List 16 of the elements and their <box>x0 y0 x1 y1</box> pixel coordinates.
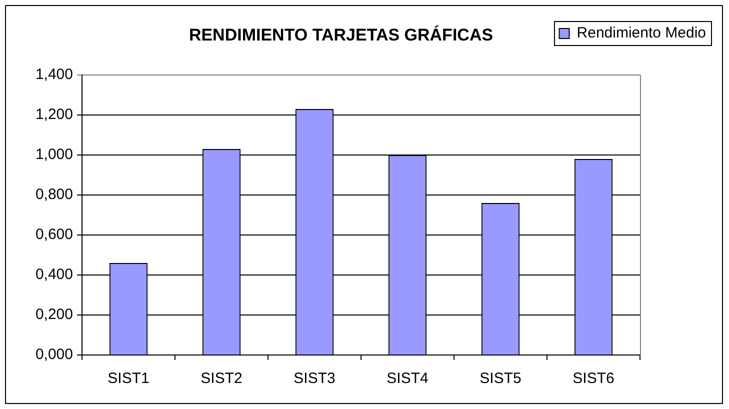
y-tick-label: 1,000 <box>35 146 73 164</box>
y-tick-label: 0,400 <box>35 266 73 284</box>
x-tick-label: SIST5 <box>480 370 522 388</box>
legend-label: Rendimiento Medio <box>576 24 706 42</box>
y-tick-label: 1,200 <box>35 106 73 124</box>
x-tick-label: SIST2 <box>200 370 242 388</box>
y-tick-label: 0,800 <box>35 186 73 204</box>
y-tick-label: 0,000 <box>35 346 73 364</box>
x-tick-label: SIST1 <box>108 370 150 388</box>
x-tick-label: SIST6 <box>572 370 614 388</box>
y-tick-label: 0,200 <box>35 306 73 324</box>
x-tick-label: SIST4 <box>386 370 428 388</box>
y-tick-label: 1,400 <box>35 66 73 84</box>
y-tick-label: 0,600 <box>35 226 73 244</box>
x-tick-label: SIST3 <box>294 370 336 388</box>
chart-title: RENDIMIENTO TARJETAS GRÁFICAS <box>188 24 494 45</box>
